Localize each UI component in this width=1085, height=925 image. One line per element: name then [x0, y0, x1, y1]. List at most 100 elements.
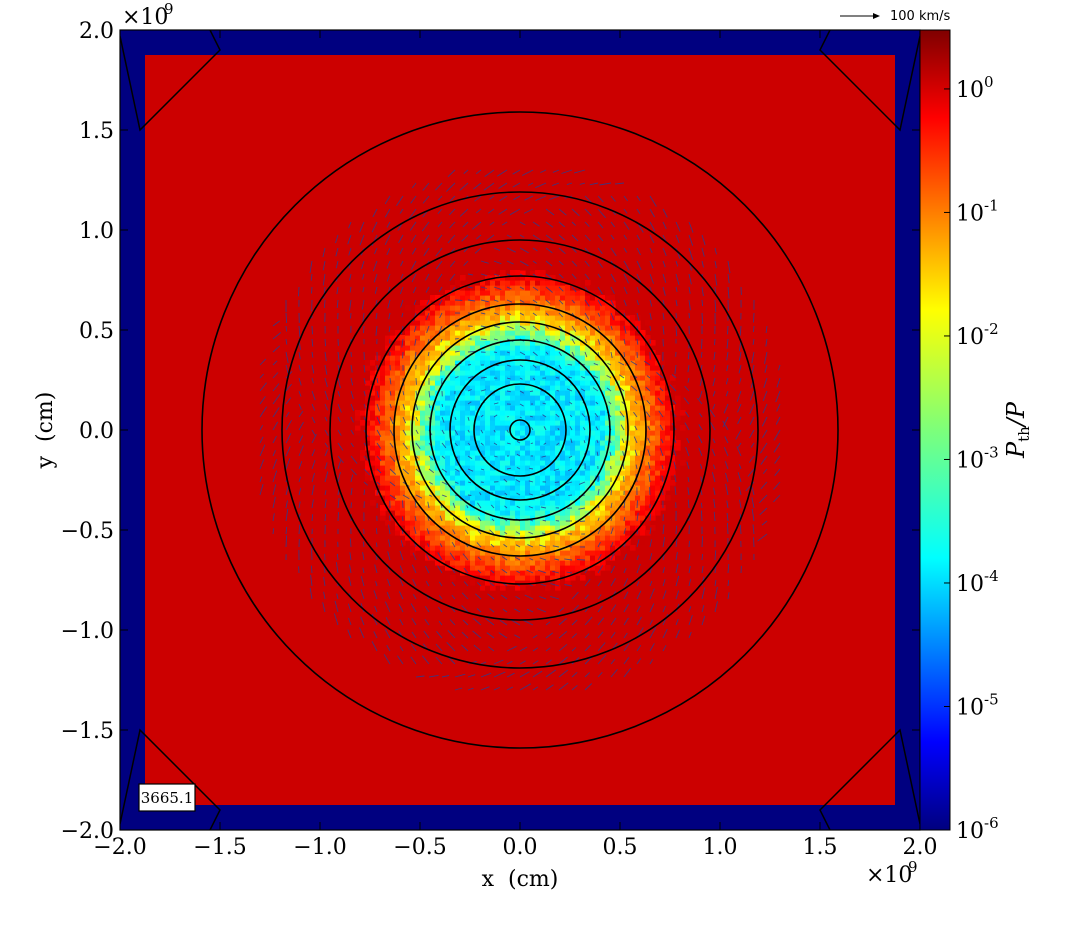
velocity-arrow [728, 326, 729, 334]
heat-cell [435, 400, 441, 406]
heat-cell [645, 365, 651, 371]
heat-cell [590, 450, 596, 456]
heat-cell [470, 315, 476, 321]
heat-cell [600, 350, 606, 356]
heat-cell [500, 350, 506, 356]
heat-cell [420, 395, 426, 401]
y-axis-label: y (cm) [33, 392, 58, 470]
heat-cell [380, 480, 386, 486]
heat-cell [580, 350, 586, 356]
heat-cell [490, 335, 496, 341]
heat-cell [460, 560, 466, 566]
heat-cell [410, 515, 416, 521]
heat-cell [625, 350, 631, 356]
heat-cell [550, 515, 556, 521]
heat-cell [480, 420, 486, 426]
heat-cell [515, 395, 521, 401]
heat-cell [645, 395, 651, 401]
heat-cell [475, 570, 481, 576]
heat-cell [510, 280, 516, 286]
heat-cell [460, 365, 466, 371]
heat-cell [525, 375, 531, 381]
heat-cell [550, 445, 556, 451]
heat-cell [525, 395, 531, 401]
heat-cell [450, 295, 456, 301]
heat-cell [500, 380, 506, 386]
heat-cell [555, 445, 561, 451]
heat-cell [650, 395, 656, 401]
heat-cell [600, 405, 606, 411]
heat-cell [465, 395, 471, 401]
y-multiplier-base: ×10 [122, 5, 168, 30]
heat-cell [650, 415, 656, 421]
heat-cell [400, 360, 406, 366]
heat-cell [540, 480, 546, 486]
heat-cell [505, 445, 511, 451]
heat-cell [425, 445, 431, 451]
heat-cell [405, 520, 411, 526]
heat-cell [400, 435, 406, 441]
heat-cell [660, 385, 666, 391]
heat-cell [520, 295, 526, 301]
heat-cell [535, 425, 541, 431]
heat-cell [505, 475, 511, 481]
heat-cell [460, 325, 466, 331]
heat-cell [370, 360, 376, 366]
heat-cell [600, 345, 606, 351]
time-label: 3665.1 [141, 789, 194, 807]
heat-cell [390, 355, 396, 361]
heat-cell [435, 425, 441, 431]
heat-cell [465, 290, 471, 296]
heat-cell [525, 370, 531, 376]
velocity-arrow [689, 541, 690, 547]
heat-cell [655, 480, 661, 486]
heat-cell [535, 390, 541, 396]
heat-cell [550, 405, 556, 411]
heat-cell [615, 455, 621, 461]
heat-cell [465, 390, 471, 396]
heat-cell [510, 375, 516, 381]
heat-cell [560, 300, 566, 306]
heat-cell [465, 560, 471, 566]
heat-cell [625, 325, 631, 331]
heat-cell [650, 455, 656, 461]
heat-cell [370, 455, 376, 461]
heat-cell [560, 465, 566, 471]
heat-cell [450, 470, 456, 476]
heat-cell [490, 300, 496, 306]
heat-cell [670, 480, 676, 486]
heat-cell [395, 480, 401, 486]
heat-cell [535, 465, 541, 471]
heat-cell [500, 280, 506, 286]
heat-cell [605, 390, 611, 396]
heat-cell [575, 560, 581, 566]
heat-cell [490, 425, 496, 431]
heat-cell [535, 420, 541, 426]
heat-cell [460, 535, 466, 541]
heat-cell [630, 400, 636, 406]
heat-cell [515, 370, 521, 376]
heat-cell [560, 540, 566, 546]
heat-cell [405, 515, 411, 521]
x-multiplier: ×10 9 [866, 858, 918, 888]
heat-cell [590, 410, 596, 416]
heat-cell [510, 395, 516, 401]
heat-cell [460, 425, 466, 431]
heat-cell [390, 375, 396, 381]
heat-cell [665, 440, 671, 446]
heat-cell [420, 370, 426, 376]
heat-cell [460, 350, 466, 356]
heat-cell [530, 305, 536, 311]
heat-cell [575, 420, 581, 426]
heat-cell [545, 420, 551, 426]
heat-cell [560, 455, 566, 461]
heat-cell [610, 420, 616, 426]
heat-cell [625, 460, 631, 466]
heat-cell [650, 465, 656, 471]
heat-cell [470, 460, 476, 466]
heat-cell [465, 490, 471, 496]
heat-cell [510, 385, 516, 391]
heat-cell [590, 430, 596, 436]
heat-cell [500, 430, 506, 436]
